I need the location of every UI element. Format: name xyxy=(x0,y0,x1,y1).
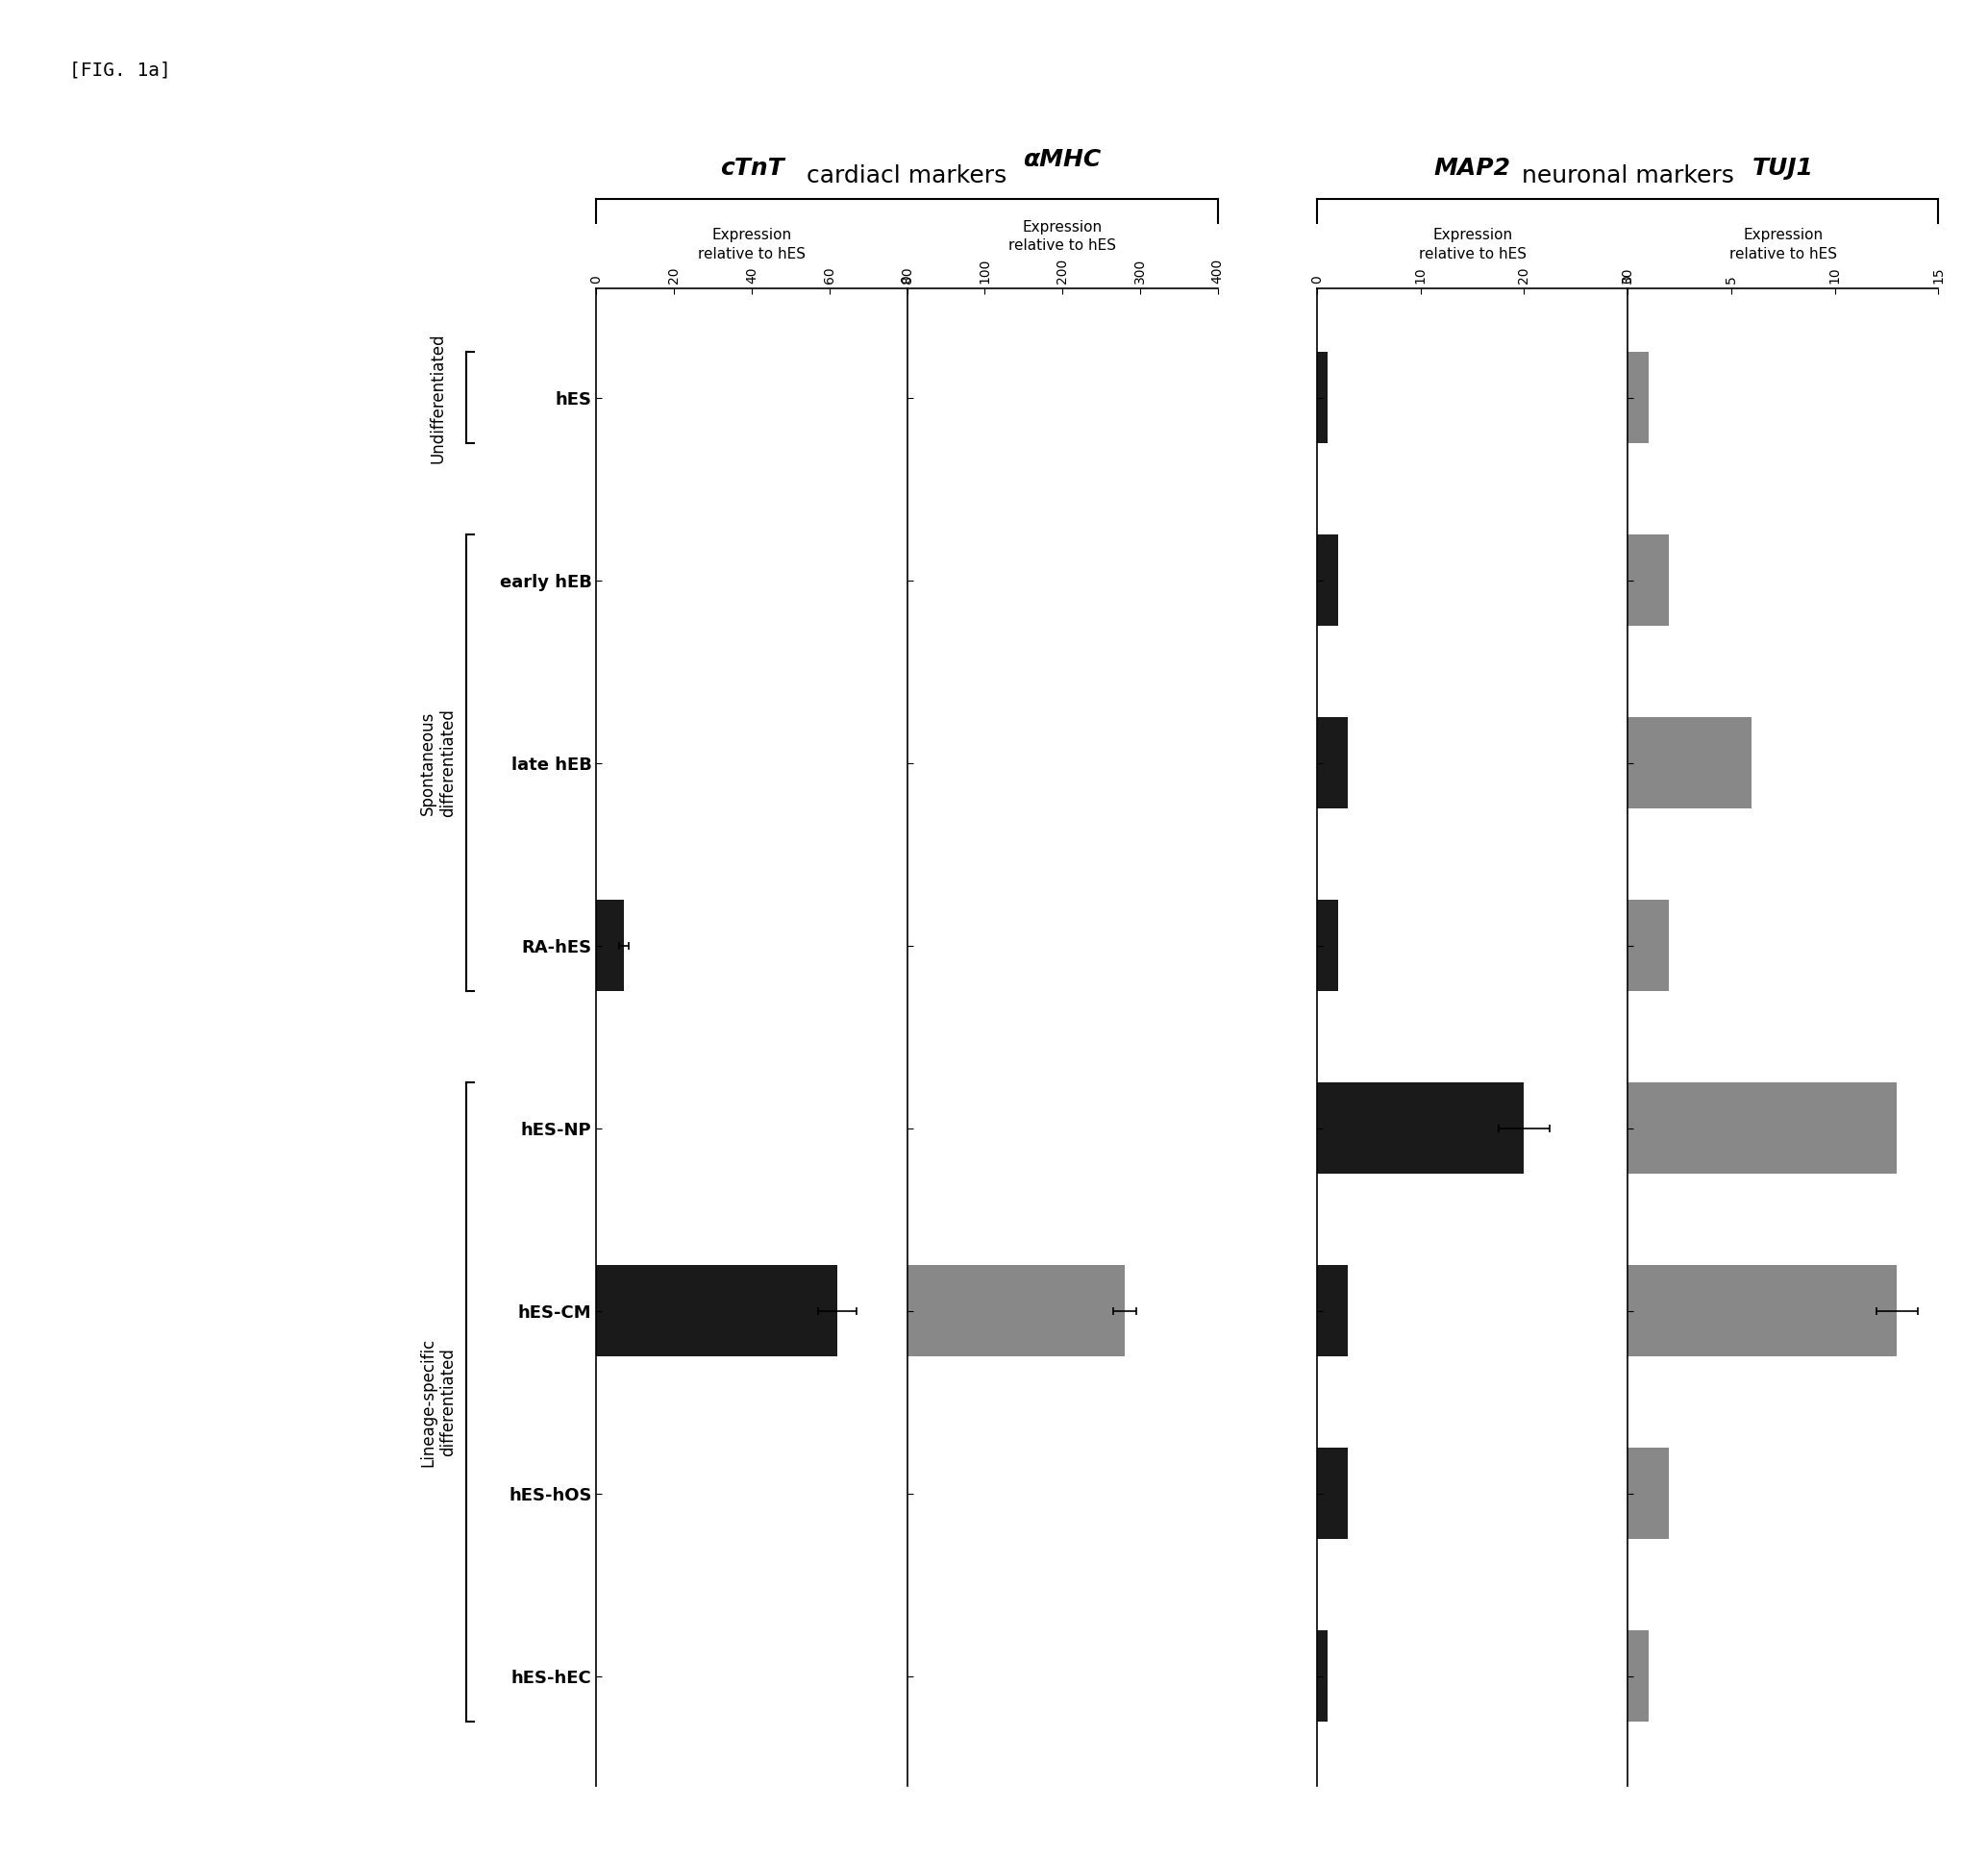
Bar xyxy=(1318,352,1328,443)
Bar xyxy=(1628,536,1670,627)
Bar xyxy=(1318,536,1338,627)
Bar xyxy=(1628,1265,1897,1356)
Bar xyxy=(1318,1447,1348,1538)
X-axis label: Expression
relative to hES: Expression relative to hES xyxy=(1008,219,1115,253)
Title: TUJ1: TUJ1 xyxy=(1751,156,1813,180)
Bar xyxy=(596,1265,837,1356)
X-axis label: Expression
relative to hES: Expression relative to hES xyxy=(1419,229,1527,262)
Bar xyxy=(1318,900,1338,991)
Text: Spontaneous
differentiated: Spontaneous differentiated xyxy=(419,709,457,817)
Text: Undifferentiated: Undifferentiated xyxy=(429,333,447,463)
Text: neuronal markers: neuronal markers xyxy=(1521,166,1734,188)
Title: αMHC: αMHC xyxy=(1024,149,1101,171)
X-axis label: Expression
relative to hES: Expression relative to hES xyxy=(698,229,805,262)
Title: cTnT: cTnT xyxy=(720,156,783,180)
Text: Lineage-specific
differentiated: Lineage-specific differentiated xyxy=(419,1337,457,1468)
Bar xyxy=(1318,1083,1525,1174)
Bar xyxy=(1318,718,1348,809)
Bar xyxy=(1628,1083,1897,1174)
Bar xyxy=(1628,900,1670,991)
Text: cardiacl markers: cardiacl markers xyxy=(807,166,1008,188)
Text: [FIG. 1a]: [FIG. 1a] xyxy=(70,61,171,80)
Bar xyxy=(1318,1631,1328,1722)
Bar xyxy=(596,900,624,991)
Bar xyxy=(1628,1631,1648,1722)
X-axis label: Expression
relative to hES: Expression relative to hES xyxy=(1730,229,1837,262)
Bar xyxy=(1318,1265,1348,1356)
Bar xyxy=(1628,1447,1670,1538)
Title: MAP2: MAP2 xyxy=(1433,156,1511,180)
Bar xyxy=(1628,718,1751,809)
Bar xyxy=(1628,352,1648,443)
Bar xyxy=(907,1265,1125,1356)
